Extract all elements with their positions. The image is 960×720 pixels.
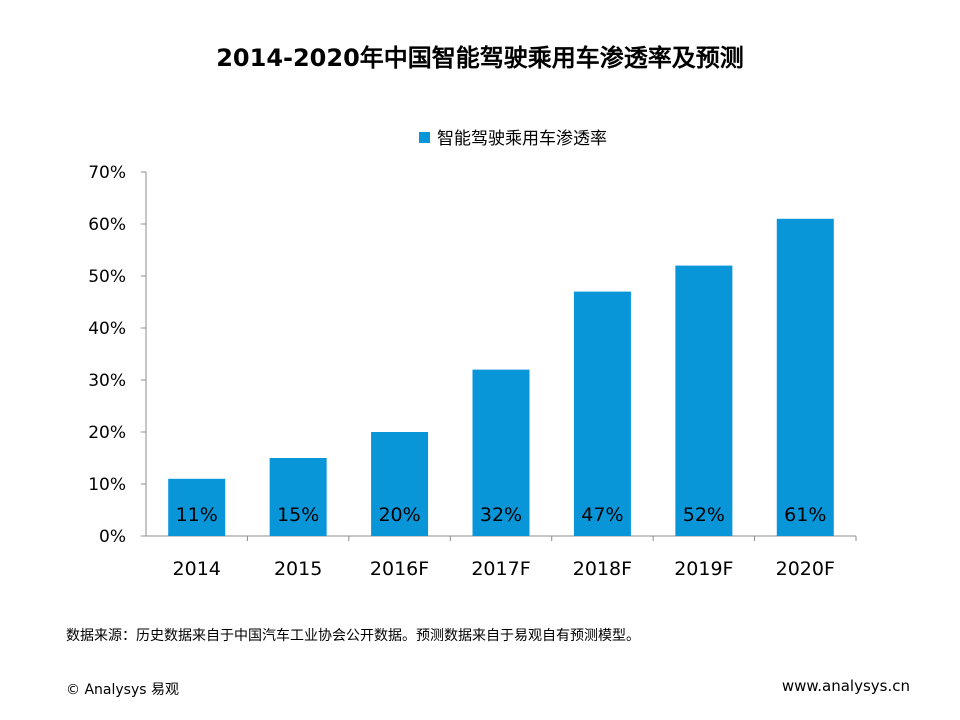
bar xyxy=(168,478,226,536)
x-tick-label: 2016F xyxy=(370,558,429,580)
data-label: 52% xyxy=(683,504,725,526)
data-label: 11% xyxy=(176,504,218,526)
bar xyxy=(573,291,631,536)
data-label: 47% xyxy=(581,504,623,526)
data-label: 20% xyxy=(378,504,420,526)
x-tick-label: 2015 xyxy=(274,558,322,580)
y-tick-label: 10% xyxy=(88,475,126,495)
copyright: © Analysys 易观 xyxy=(66,682,179,698)
x-tick-label: 2019F xyxy=(674,558,733,580)
y-tick-label: 30% xyxy=(88,371,126,391)
y-tick-label: 60% xyxy=(88,215,126,235)
bar xyxy=(472,369,530,536)
x-tick-label: 2014 xyxy=(173,558,221,580)
y-tick-label: 0% xyxy=(99,527,126,547)
bars: 11% 15% 20% 32% 47% 52% 61% xyxy=(168,218,834,537)
x-tick-label: 2017F xyxy=(471,558,530,580)
data-label: 61% xyxy=(784,504,826,526)
website-link[interactable]: www.analysys.cn xyxy=(781,677,910,695)
data-label: 15% xyxy=(277,504,319,526)
legend-label: 智能驾驶乘用车渗透率 xyxy=(437,129,607,149)
bar xyxy=(776,218,834,537)
axes: 0% 10% 20% 30% 40% 50% 60% 70% 2014 2015 2016F 2017… xyxy=(88,163,857,580)
data-source-note: 数据来源：历史数据来自于中国汽车工业协会公开数据。预测数据来自于易观自有预测模型… xyxy=(66,628,640,644)
y-tick-label: 50% xyxy=(88,267,126,287)
chart-title: 2014-2020年中国智能驾驶乘用车渗透率及预测 xyxy=(216,44,744,72)
y-tick-label: 70% xyxy=(88,163,126,183)
legend: 智能驾驶乘用车渗透率 xyxy=(419,129,607,149)
legend-swatch xyxy=(419,132,430,143)
y-tick-label: 20% xyxy=(88,423,126,443)
x-tick-label: 2018F xyxy=(573,558,632,580)
x-tick-label: 2020F xyxy=(776,558,835,580)
bar xyxy=(371,432,429,536)
bar xyxy=(675,265,733,536)
data-label: 32% xyxy=(480,504,522,526)
bar xyxy=(269,458,327,536)
y-tick-label: 40% xyxy=(88,319,126,339)
